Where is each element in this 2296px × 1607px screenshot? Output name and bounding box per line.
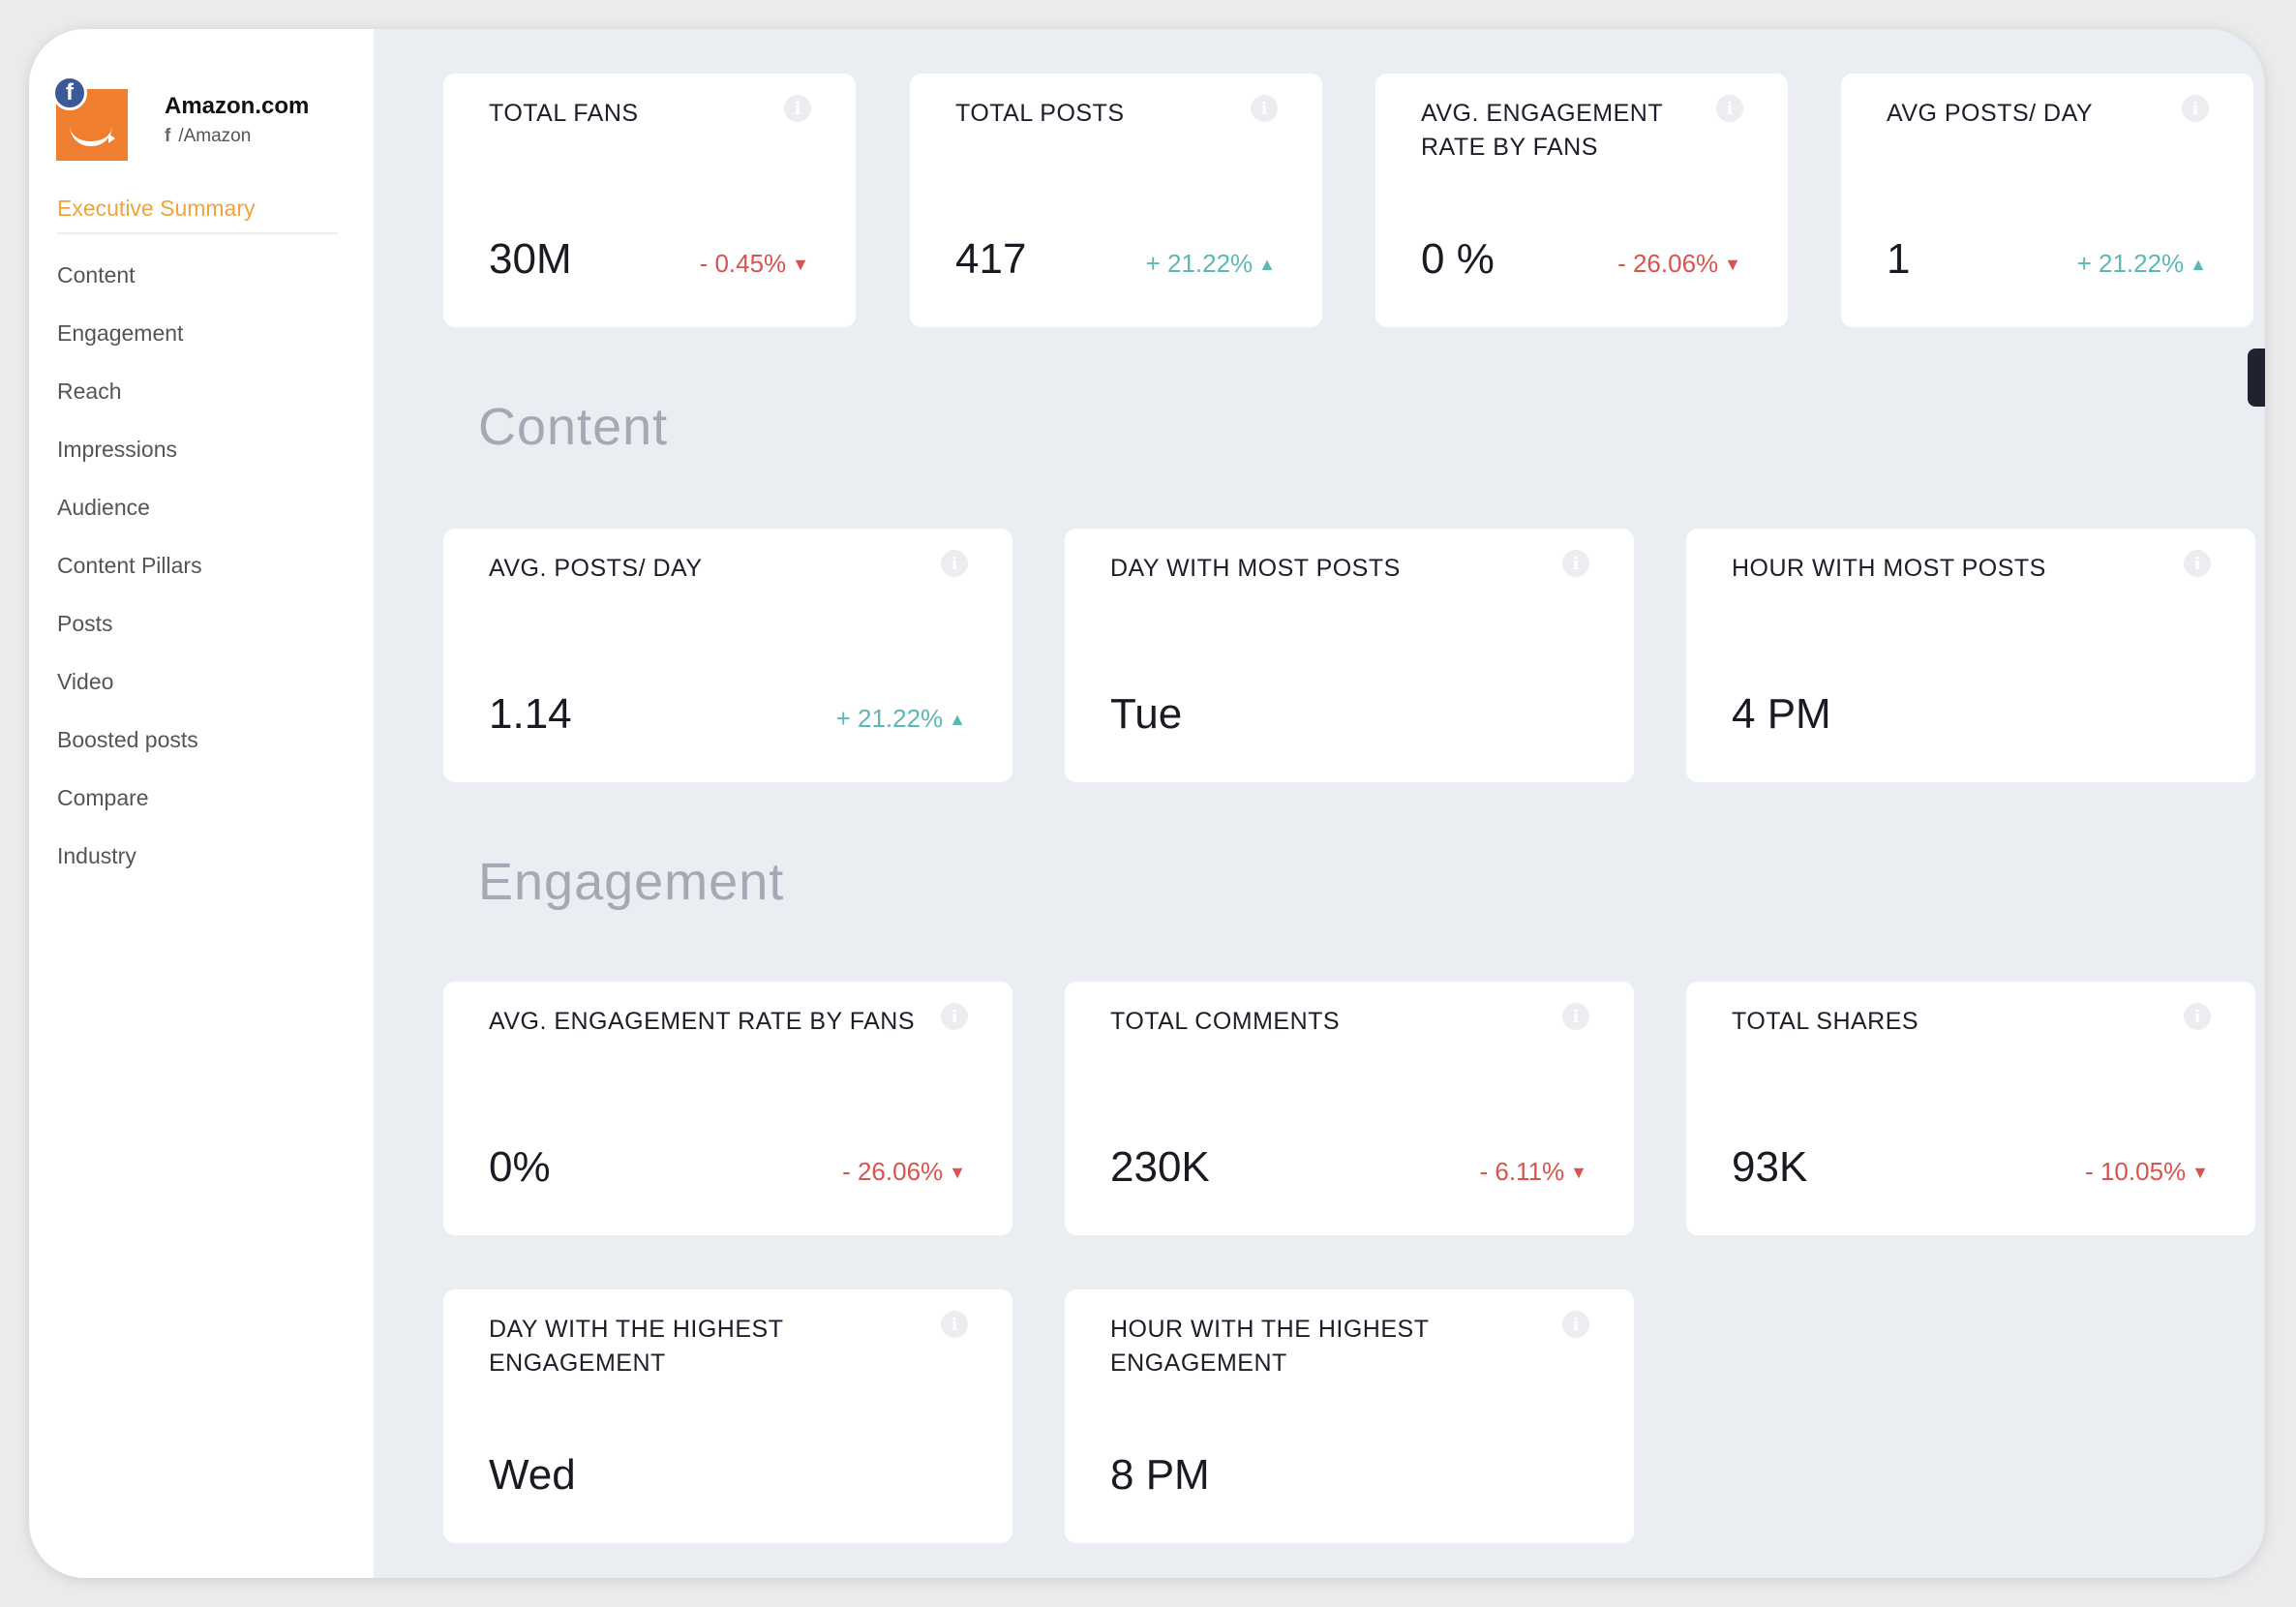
- card-title: AVG. ENGAGEMENT RATE BY FANS: [489, 1008, 916, 1035]
- card-title: AVG. POSTS/ DAY: [489, 555, 703, 582]
- brand-header[interactable]: f Amazon.com f/Amazon: [52, 60, 366, 167]
- info-icon[interactable]: i: [941, 1003, 968, 1030]
- change-indicator: - 26.06% ▼: [1617, 244, 1741, 284]
- info-icon[interactable]: i: [1716, 95, 1743, 122]
- amazon-smile-icon: [70, 126, 112, 146]
- info-icon[interactable]: i: [784, 95, 811, 122]
- change-text: - 26.06%: [1617, 249, 1719, 278]
- change-indicator: - 10.05% ▼: [2085, 1152, 2209, 1192]
- amazon-arrow-icon: [108, 134, 115, 143]
- card-value: Tue: [1110, 690, 1183, 738]
- engagement-card-total-shares: TOTAL SHARES i 93K - 10.05% ▼: [1686, 982, 2255, 1235]
- card-value: Wed: [489, 1451, 576, 1499]
- card-title: HOUR WITH MOST POSTS: [1732, 555, 2046, 582]
- facebook-icon: f: [52, 76, 87, 110]
- card-value: 8 PM: [1110, 1451, 1210, 1499]
- info-icon[interactable]: i: [1251, 95, 1278, 122]
- card-value: 93K: [1732, 1143, 1808, 1191]
- info-icon[interactable]: i: [1562, 1311, 1589, 1338]
- info-icon[interactable]: i: [941, 1311, 968, 1338]
- card-title: AVG. ENGAGEMENT RATE BY FANS: [1421, 100, 1663, 161]
- change-indicator: + 21.22% ▲: [2077, 244, 2207, 284]
- brand-handle-text: /Amazon: [178, 126, 252, 146]
- sidebar-nav: Executive Summary Content Engagement Rea…: [57, 184, 367, 885]
- card-value: 0 %: [1421, 235, 1495, 283]
- info-icon[interactable]: i: [941, 550, 968, 577]
- kpi-card-total-posts: TOTAL POSTS i 417 + 21.22% ▲: [910, 74, 1322, 327]
- down-arrow-icon: ▼: [949, 1163, 966, 1182]
- change-text: + 21.22%: [1145, 249, 1254, 278]
- info-icon[interactable]: i: [2182, 95, 2209, 122]
- engagement-card-total-comments: TOTAL COMMENTS i 230K - 6.11% ▼: [1065, 982, 1634, 1235]
- sidebar-item-reach[interactable]: Reach: [57, 379, 122, 404]
- card-value: 0%: [489, 1143, 551, 1191]
- content-card-hour-most-posts: HOUR WITH MOST POSTS i 4 PM: [1686, 529, 2255, 782]
- up-arrow-icon: ▲: [2190, 255, 2207, 274]
- card-title: DAY WITH THE HIGHEST ENGAGEMENT: [489, 1316, 784, 1377]
- change-text: + 21.22%: [835, 704, 944, 733]
- change-text: - 6.11%: [1479, 1157, 1565, 1186]
- sidebar: f Amazon.com f/Amazon Executive Summary …: [29, 29, 374, 1578]
- sidebar-item-video[interactable]: Video: [57, 669, 114, 694]
- sidebar-item-impressions[interactable]: Impressions: [57, 437, 177, 462]
- section-title-content: Content: [478, 398, 669, 456]
- kpi-card-avg-posts-day: AVG POSTS/ DAY i 1 + 21.22% ▲: [1841, 74, 2253, 327]
- sidebar-item-content[interactable]: Content: [57, 262, 136, 288]
- sidebar-item-audience[interactable]: Audience: [57, 495, 150, 520]
- change-indicator: - 26.06% ▼: [842, 1152, 966, 1192]
- sidebar-item-content-pillars[interactable]: Content Pillars: [57, 553, 202, 578]
- card-value: 30M: [489, 235, 572, 283]
- info-icon[interactable]: i: [1562, 550, 1589, 577]
- down-arrow-icon: ▼: [1570, 1163, 1587, 1182]
- card-value: 230K: [1110, 1143, 1210, 1191]
- section-title-engagement: Engagement: [478, 853, 785, 911]
- card-value: 417: [955, 235, 1027, 283]
- main-content: TOTAL FANS i 30M - 0.45% ▼ TOTAL POSTS i …: [374, 29, 2265, 1578]
- change-indicator: - 6.11% ▼: [1479, 1152, 1587, 1192]
- card-value: 1: [1887, 235, 1911, 283]
- sidebar-item-posts[interactable]: Posts: [57, 611, 113, 636]
- content-card-avg-posts-day: AVG. POSTS/ DAY i 1.14 + 21.22% ▲: [443, 529, 1012, 782]
- info-icon[interactable]: i: [2184, 550, 2211, 577]
- card-value: 4 PM: [1732, 690, 1831, 738]
- app-window: f Amazon.com f/Amazon Executive Summary …: [29, 29, 2265, 1578]
- change-text: + 21.22%: [2076, 249, 2185, 278]
- card-title: TOTAL POSTS: [955, 100, 1125, 127]
- card-title: TOTAL FANS: [489, 100, 639, 127]
- card-title: TOTAL SHARES: [1732, 1008, 1919, 1035]
- sidebar-item-engagement[interactable]: Engagement: [57, 320, 184, 346]
- engagement-card-day-highest: DAY WITH THE HIGHEST ENGAGEMENT i Wed: [443, 1289, 1012, 1543]
- change-indicator: - 0.45% ▼: [700, 244, 809, 284]
- card-title: TOTAL COMMENTS: [1110, 1008, 1341, 1035]
- facebook-small-icon: f: [165, 126, 171, 146]
- kpi-card-avg-engagement-rate: AVG. ENGAGEMENT RATE BY FANS i 0 % - 26.…: [1375, 74, 1788, 327]
- down-arrow-icon: ▼: [1724, 255, 1741, 274]
- sidebar-item-industry[interactable]: Industry: [57, 843, 136, 868]
- sidebar-item-compare[interactable]: Compare: [57, 785, 149, 810]
- down-arrow-icon: ▼: [2191, 1163, 2209, 1182]
- change-text: - 26.06%: [842, 1157, 944, 1186]
- sidebar-item-boosted-posts[interactable]: Boosted posts: [57, 727, 198, 752]
- up-arrow-icon: ▲: [1258, 255, 1276, 274]
- down-arrow-icon: ▼: [792, 255, 809, 274]
- info-icon[interactable]: i: [2184, 1003, 2211, 1030]
- brand-handle: f/Amazon: [165, 126, 251, 147]
- card-title: DAY WITH MOST POSTS: [1110, 555, 1401, 582]
- engagement-card-avg-rate: AVG. ENGAGEMENT RATE BY FANS i 0% - 26.0…: [443, 982, 1012, 1235]
- info-icon[interactable]: i: [1562, 1003, 1589, 1030]
- up-arrow-icon: ▲: [949, 710, 966, 729]
- change-text: - 0.45%: [699, 249, 787, 278]
- side-panel-tab[interactable]: [2248, 349, 2265, 407]
- card-title: HOUR WITH THE HIGHEST ENGAGEMENT: [1110, 1316, 1430, 1377]
- brand-name: Amazon.com: [165, 93, 310, 119]
- change-text: - 10.05%: [2085, 1157, 2187, 1186]
- change-indicator: + 21.22% ▲: [836, 699, 966, 739]
- change-indicator: + 21.22% ▲: [1146, 244, 1276, 284]
- content-card-day-most-posts: DAY WITH MOST POSTS i Tue: [1065, 529, 1634, 782]
- card-title: AVG POSTS/ DAY: [1887, 100, 2094, 127]
- engagement-card-hour-highest: HOUR WITH THE HIGHEST ENGAGEMENT i 8 PM: [1065, 1289, 1634, 1543]
- kpi-card-total-fans: TOTAL FANS i 30M - 0.45% ▼: [443, 74, 856, 327]
- sidebar-item-executive-summary[interactable]: Executive Summary: [57, 184, 338, 234]
- card-value: 1.14: [489, 690, 572, 738]
